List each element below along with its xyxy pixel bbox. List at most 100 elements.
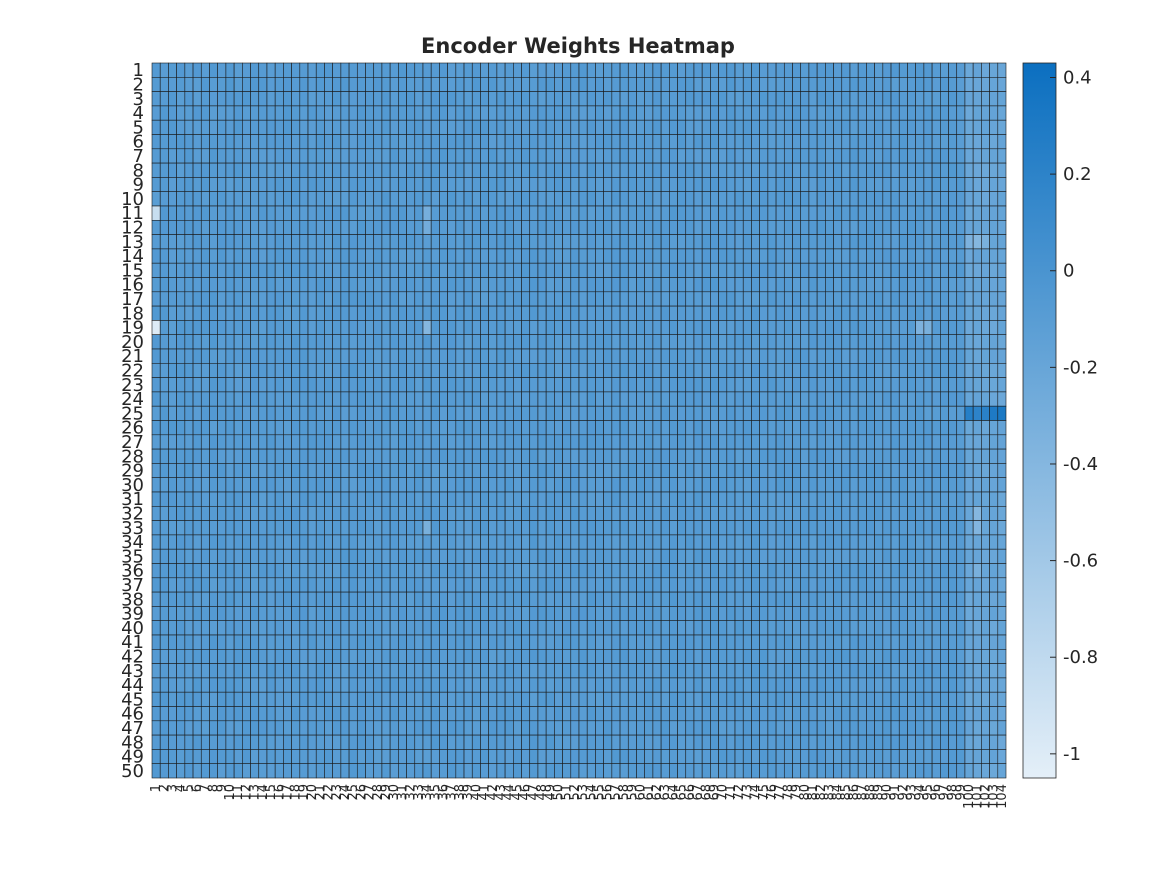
heatmap-cell-r11-c40 (471, 205, 481, 221)
heatmap-cell-r33-c33 (414, 520, 424, 536)
heatmap-cell-r2-c77 (775, 77, 785, 92)
heatmap-cell-r34-c72 (734, 534, 744, 550)
heatmap-cell-r30-c93 (907, 477, 916, 493)
heatmap-cell-r7-c92 (898, 148, 908, 164)
heatmap-cell-r32-c64 (669, 505, 678, 521)
heatmap-cell-r8-c36 (439, 162, 448, 178)
heatmap-cell-r45-c90 (882, 691, 892, 707)
heatmap-cell-r27-c87 (857, 434, 867, 450)
heatmap-cell-r31-c48 (537, 491, 547, 507)
heatmap-cell-r45-c10 (225, 691, 235, 707)
heatmap-cell-r5-c44 (504, 119, 514, 135)
heatmap-cell-r33-c48 (537, 520, 547, 536)
heatmap-cell-r47-c97 (940, 720, 949, 736)
heatmap-cell-r48-c76 (767, 734, 777, 750)
heatmap-cell-r1-c102 (981, 62, 990, 78)
heatmap-cell-r48-c32 (406, 734, 416, 750)
heatmap-cell-r15-c22 (324, 262, 333, 278)
heatmap-cell-r20-c72 (734, 334, 744, 350)
heatmap-cell-r29-c18 (291, 463, 301, 478)
heatmap-cell-r14-c31 (398, 248, 407, 264)
heatmap-cell-r27-c12 (242, 434, 251, 450)
heatmap-cell-r26-c34 (422, 420, 432, 436)
heatmap-cell-r36-c4 (176, 563, 186, 579)
heatmap-cell-r9-c62 (652, 177, 662, 192)
heatmap-cell-r4-c71 (726, 105, 736, 121)
heatmap-cell-r13-c6 (192, 234, 202, 250)
heatmap-cell-r45-c9 (217, 691, 227, 707)
heatmap-cell-r37-c94 (915, 577, 925, 593)
heatmap-cell-r14-c22 (324, 248, 333, 264)
heatmap-cell-r18-c93 (907, 305, 916, 321)
heatmap-cell-r30-c29 (381, 477, 391, 493)
heatmap-cell-r7-c55 (595, 148, 604, 164)
heatmap-cell-r44-c97 (940, 677, 949, 693)
heatmap-cell-r40-c46 (521, 620, 531, 636)
heatmap-cell-r46-c52 (570, 706, 580, 722)
heatmap-cell-r31-c26 (356, 491, 366, 507)
heatmap-cell-r32-c77 (775, 505, 785, 521)
heatmap-cell-r28-c41 (480, 448, 489, 464)
heatmap-cell-r35-c33 (414, 548, 424, 564)
heatmap-cell-r28-c68 (701, 448, 711, 464)
heatmap-cell-r12-c72 (734, 220, 744, 235)
heatmap-cell-r10-c57 (611, 191, 621, 207)
heatmap-cell-r16-c67 (693, 277, 703, 293)
heatmap-cell-r34-c69 (710, 534, 719, 550)
heatmap-cell-r22-c40 (471, 362, 481, 378)
heatmap-cell-r46-c28 (373, 706, 383, 722)
heatmap-cell-r2-c19 (299, 77, 309, 92)
heatmap-cell-r7-c47 (529, 148, 539, 164)
heatmap-cell-r33-c60 (636, 520, 645, 536)
heatmap-cell-r36-c63 (660, 563, 670, 579)
heatmap-cell-r47-c73 (742, 720, 752, 736)
heatmap-cell-r4-c8 (209, 105, 218, 121)
heatmap-cell-r35-c13 (250, 548, 260, 564)
heatmap-cell-r40-c80 (800, 620, 810, 636)
heatmap-cell-r40-c90 (882, 620, 892, 636)
heatmap-cell-r31-c95 (923, 491, 933, 507)
heatmap-cell-r7-c29 (381, 148, 391, 164)
heatmap-cell-r10-c38 (455, 191, 465, 207)
heatmap-cell-r35-c11 (233, 548, 243, 564)
heatmap-cell-r23-c51 (562, 377, 572, 393)
heatmap-cell-r25-c8 (209, 405, 218, 421)
heatmap-cell-r13-c68 (701, 234, 711, 250)
heatmap-cell-r29-c72 (734, 463, 744, 478)
heatmap-cell-r19-c18 (291, 320, 301, 335)
heatmap-cell-r45-c28 (373, 691, 383, 707)
heatmap-cell-r5-c35 (430, 119, 440, 135)
heatmap-cell-r24-c1 (151, 391, 161, 407)
heatmap-cell-r3-c88 (866, 91, 875, 107)
heatmap-cell-r34-c61 (644, 534, 654, 550)
heatmap-cell-r47-c13 (250, 720, 260, 736)
heatmap-cell-r12-c102 (981, 220, 990, 235)
heatmap-cell-r32-c14 (258, 505, 268, 521)
heatmap-cell-r37-c42 (488, 577, 498, 593)
heatmap-cell-r25-c28 (373, 405, 383, 421)
heatmap-cell-r21-c83 (825, 348, 834, 364)
heatmap-cell-r43-c38 (455, 663, 465, 679)
heatmap-cell-r32-c87 (857, 505, 867, 521)
heatmap-cell-r38-c82 (816, 591, 826, 607)
heatmap-cell-r29-c53 (578, 463, 588, 478)
heatmap-cell-r42-c26 (356, 648, 366, 664)
heatmap-cell-r6-c33 (414, 134, 424, 150)
heatmap-cell-r11-c51 (562, 205, 572, 221)
heatmap-cell-r34-c3 (168, 534, 177, 550)
heatmap-cell-r36-c54 (586, 563, 596, 579)
heatmap-cell-r2-c39 (463, 77, 473, 92)
heatmap-cell-r17-c34 (422, 291, 432, 307)
heatmap-cell-r20-c41 (480, 334, 489, 350)
heatmap-cell-r46-c89 (874, 706, 884, 722)
heatmap-cell-r16-c12 (242, 277, 251, 293)
heatmap-cell-r12-c53 (578, 220, 588, 235)
heatmap-cell-r28-c31 (398, 448, 407, 464)
heatmap-cell-r23-c74 (751, 377, 760, 393)
heatmap-cell-r29-c87 (857, 463, 867, 478)
heatmap-cell-r46-c34 (422, 706, 432, 722)
heatmap-cell-r32-c69 (710, 505, 719, 521)
heatmap-cell-r5-c39 (463, 119, 473, 135)
heatmap-cell-r1-c54 (586, 62, 596, 78)
heatmap-cell-r26-c92 (898, 420, 908, 436)
